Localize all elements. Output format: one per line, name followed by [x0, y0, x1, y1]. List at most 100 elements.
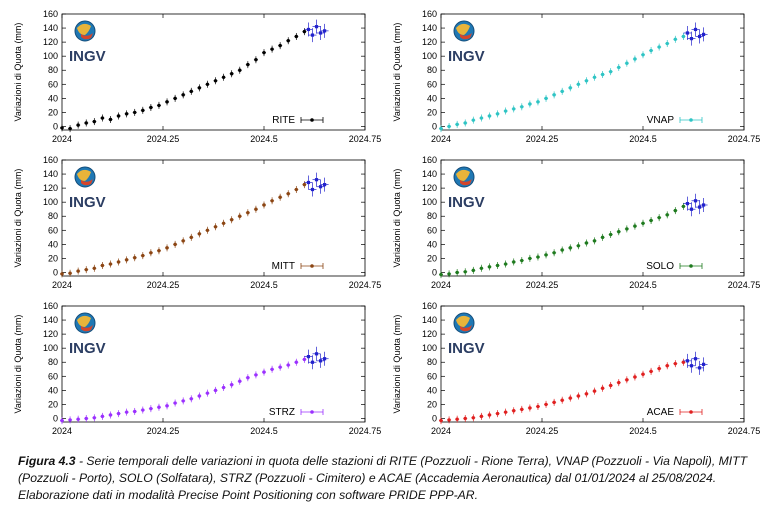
data-point — [600, 386, 605, 390]
data-point — [568, 396, 572, 400]
data-point — [100, 414, 105, 419]
data-point — [625, 378, 629, 382]
legend-label: RITE — [272, 115, 295, 126]
data-point — [157, 248, 161, 253]
data-point — [503, 262, 508, 266]
logo-text: INGV — [69, 48, 106, 65]
data-point — [641, 221, 645, 225]
data-point — [512, 260, 516, 264]
data-point — [487, 413, 492, 417]
cluster-point — [697, 205, 702, 209]
data-point — [512, 107, 516, 111]
chart-panel-solo: 0 20 40 60 80 100 120 140 160 2024 2024.25 2024.5 20… — [384, 150, 764, 298]
y-tick-label: 80 — [48, 357, 58, 367]
data-point — [157, 103, 161, 108]
data-point — [124, 112, 129, 116]
data-point — [608, 232, 613, 237]
data-point — [584, 79, 589, 83]
x-tick-label: 2024.75 — [728, 280, 761, 290]
x-tick-label: 2024.25 — [147, 280, 180, 290]
logo-landmass-icon — [456, 169, 470, 181]
data-point — [213, 79, 218, 83]
data-point — [76, 269, 80, 273]
cluster-point — [318, 31, 323, 35]
data-point — [544, 96, 548, 101]
data-point — [479, 414, 484, 419]
data-point — [149, 406, 153, 411]
cluster-point — [310, 187, 315, 192]
data-point — [165, 404, 169, 408]
x-tick-label: 2024.75 — [349, 426, 382, 436]
cluster-point — [306, 355, 311, 359]
data-point — [116, 411, 121, 416]
data-point — [681, 204, 686, 209]
data-point — [294, 187, 299, 192]
data-point — [552, 93, 556, 97]
x-tick-label: 2024.5 — [629, 134, 657, 144]
data-point — [84, 267, 88, 272]
data-point — [181, 239, 185, 243]
logo-text: INGV — [448, 48, 485, 65]
logo-text: INGV — [69, 340, 106, 357]
chart-panel-strz: 0 20 40 60 80 100 120 140 160 2024 2024.25 2024.5 20… — [5, 296, 385, 444]
data-point — [665, 364, 669, 368]
data-point — [294, 34, 299, 39]
x-tick-label: 2024 — [431, 426, 451, 436]
legend-label: MITT — [272, 261, 295, 272]
data-point — [665, 213, 669, 217]
logo-landmass-icon — [456, 315, 470, 327]
data-point — [213, 225, 218, 229]
data-point — [294, 360, 299, 364]
data-point — [568, 246, 572, 250]
y-tick-label: 160 — [43, 155, 58, 165]
cluster-point — [306, 27, 311, 32]
y-tick-label: 60 — [427, 371, 437, 381]
y-tick-label: 20 — [48, 107, 58, 117]
data-point — [149, 105, 153, 110]
chart-svg: 0 20 40 60 80 100 120 140 160 2024 2024.25 2024.5 20… — [13, 155, 381, 290]
data-point — [520, 407, 524, 412]
data-point — [133, 256, 137, 260]
logo-flame-icon — [81, 33, 93, 40]
cluster-point — [323, 29, 327, 33]
data-point — [608, 383, 613, 388]
logo-landmass-icon — [456, 23, 470, 35]
data-point — [592, 239, 597, 243]
cluster-point — [685, 359, 690, 363]
data-point — [116, 114, 121, 118]
x-tick-label: 2024 — [431, 280, 451, 290]
data-point — [576, 82, 581, 87]
legend-marker — [689, 410, 693, 414]
data-point — [463, 416, 467, 421]
legend-label: ACAE — [647, 407, 675, 418]
data-point — [141, 408, 145, 412]
data-point — [262, 370, 266, 374]
data-point — [173, 96, 177, 101]
data-point — [246, 62, 250, 67]
data-point — [238, 68, 242, 72]
data-point — [124, 410, 129, 414]
data-point — [189, 235, 193, 240]
data-point — [495, 411, 500, 416]
y-tick-label: 140 — [43, 315, 58, 325]
y-tick-label: 0 — [53, 121, 58, 131]
cluster-point — [314, 178, 319, 182]
x-tick-label: 2024.5 — [250, 134, 278, 144]
data-point — [165, 246, 169, 250]
y-tick-label: 80 — [427, 65, 437, 75]
data-point — [536, 100, 540, 104]
data-point — [633, 224, 637, 228]
y-tick-label: 140 — [43, 23, 58, 33]
y-tick-label: 140 — [422, 23, 437, 33]
data-point — [270, 367, 274, 371]
data-point — [681, 34, 686, 39]
y-tick-label: 40 — [427, 385, 437, 395]
logo-landmass-icon — [77, 23, 91, 35]
cluster-point — [685, 201, 690, 206]
data-point — [673, 208, 678, 213]
data-point — [479, 266, 484, 270]
y-tick-label: 60 — [48, 79, 58, 89]
data-point — [439, 272, 443, 277]
x-tick-label: 2024.25 — [526, 426, 559, 436]
data-point — [278, 43, 282, 48]
